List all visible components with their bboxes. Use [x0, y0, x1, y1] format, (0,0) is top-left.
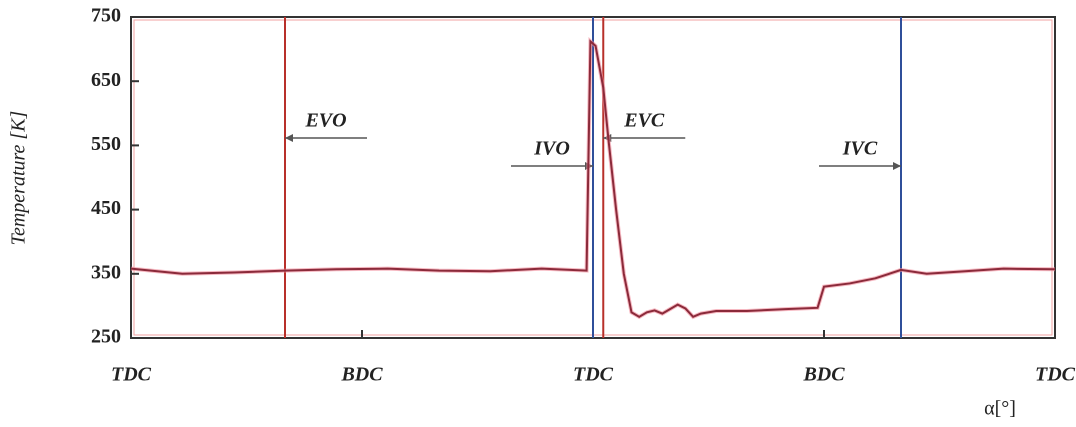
x-tick-label: TDC	[573, 364, 614, 386]
annotation-label: IVO	[533, 138, 570, 160]
x-tick-label: TDC	[1035, 364, 1076, 386]
x-tick-label: BDC	[340, 364, 383, 386]
annotation-label: EVC	[623, 110, 665, 132]
y-tick-label: 250	[91, 326, 121, 348]
x-tick-label: BDC	[802, 364, 845, 386]
y-axis-label: Temperature [K]	[8, 111, 30, 246]
annotation-label: IVC	[842, 138, 878, 160]
y-tick-label: 550	[91, 133, 121, 155]
x-axis-label: α[°]	[984, 398, 1016, 420]
y-tick-label: 750	[91, 5, 121, 27]
annotation-label: EVO	[304, 110, 346, 132]
arrow-head	[893, 162, 901, 170]
arrow-head	[285, 134, 293, 142]
y-tick-label: 450	[91, 197, 121, 219]
temperature-line	[130, 39, 1056, 319]
y-tick-label: 650	[91, 69, 121, 91]
x-tick-label: TDC	[111, 364, 152, 386]
y-tick-label: 350	[91, 261, 121, 283]
